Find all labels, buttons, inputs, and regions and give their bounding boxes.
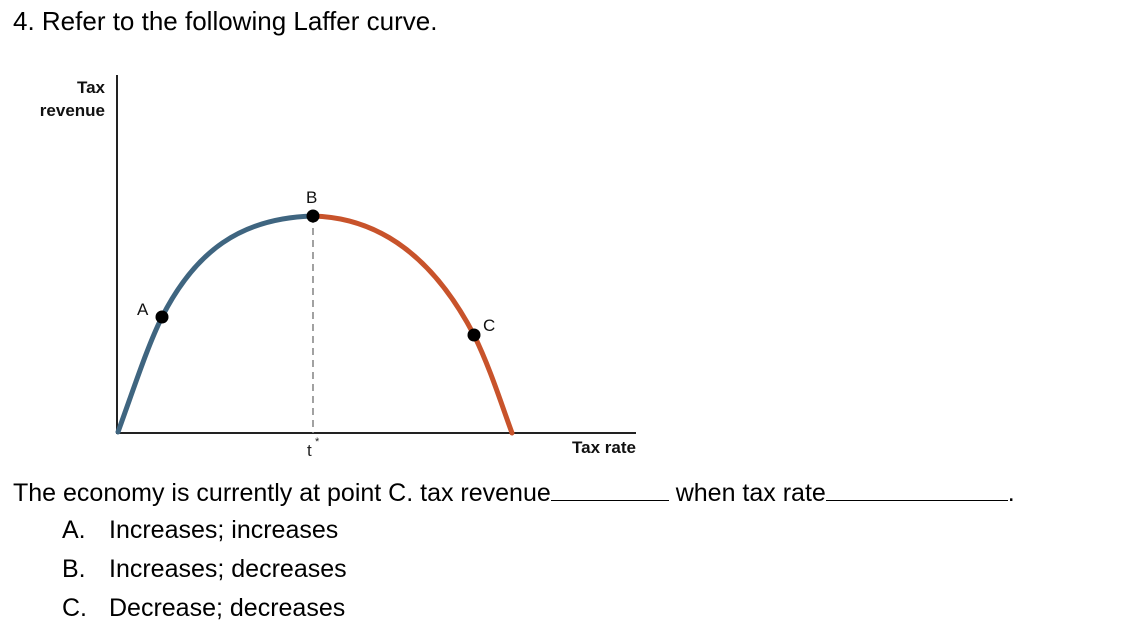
- point-a-label: A: [137, 300, 149, 319]
- t-star-superscript: *: [315, 436, 320, 448]
- point-c: [467, 328, 481, 342]
- option-c[interactable]: C. Decrease; decreases: [62, 592, 347, 631]
- point-a: [155, 310, 169, 324]
- question-stem: The economy is currently at point C. tax…: [13, 478, 1015, 508]
- stem-text-after: .: [1007, 479, 1015, 507]
- y-axis-label-line2: revenue: [40, 101, 105, 120]
- option-b[interactable]: B. Increases; decreases: [62, 553, 347, 592]
- answer-blank-1: [550, 478, 669, 501]
- option-letter: C.: [62, 594, 87, 622]
- question-title: 4. Refer to the following Laffer curve.: [13, 6, 438, 36]
- x-axis-label: Tax rate: [572, 438, 636, 457]
- option-a[interactable]: A. Increases; increases: [62, 514, 347, 553]
- option-letter: A.: [62, 516, 86, 544]
- option-text: Increases; decreases: [109, 555, 347, 583]
- t-star-label: t: [307, 441, 312, 460]
- rising-curve: [115, 213, 316, 435]
- stem-text-middle: when tax rate: [668, 479, 826, 507]
- y-axis-label-line1: Tax: [77, 78, 106, 97]
- laffer-curve-chart: Tax revenue Tax rate t * A B C: [40, 75, 636, 460]
- stem-text-before: The economy is currently at point C. tax…: [13, 479, 551, 507]
- point-b-label: B: [306, 188, 317, 207]
- answer-blank-2: [825, 478, 1008, 501]
- option-text: Decrease; decreases: [109, 594, 346, 622]
- falling-curve: [310, 213, 515, 436]
- point-b: [306, 209, 320, 223]
- point-c-label: C: [483, 316, 495, 335]
- option-text: Increases; increases: [109, 516, 339, 544]
- answer-options: A. Increases; increases B. Increases; decr…: [62, 514, 347, 631]
- option-letter: B.: [62, 555, 86, 583]
